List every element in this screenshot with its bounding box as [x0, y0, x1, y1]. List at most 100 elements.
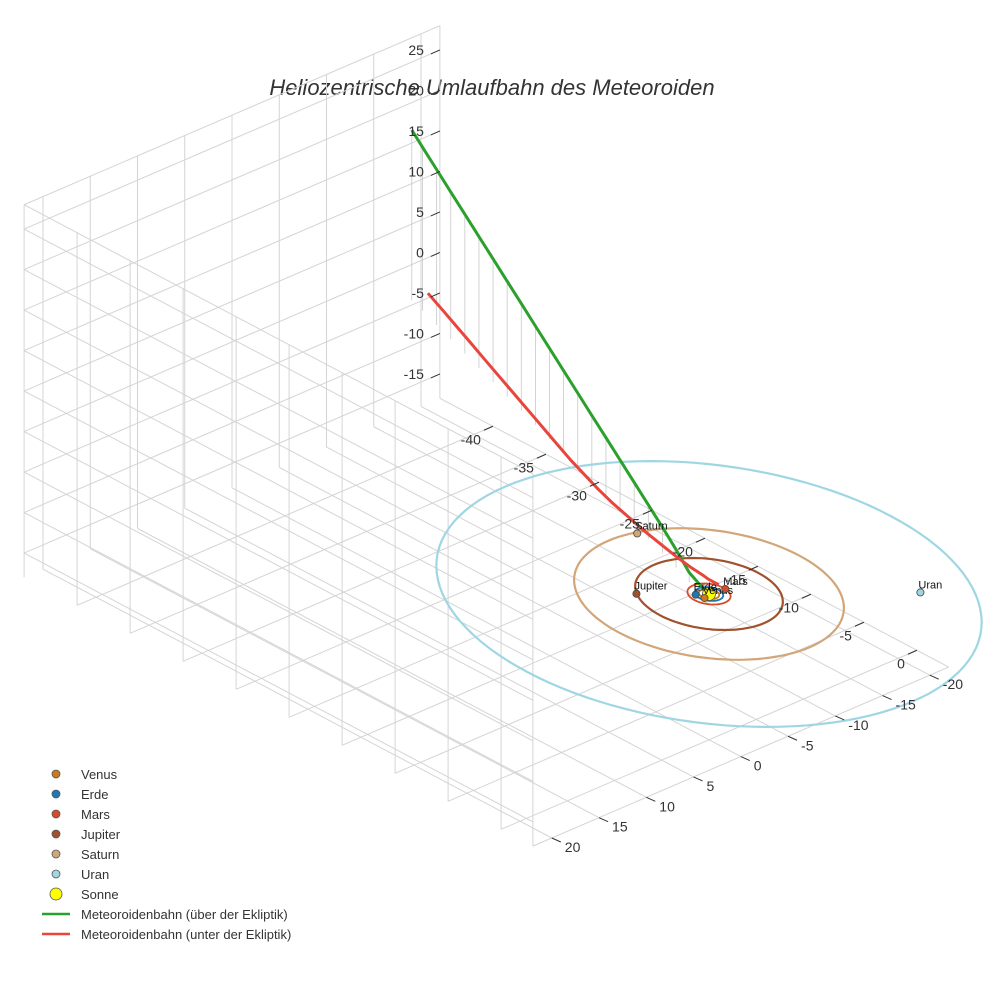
planet-orbits — [435, 459, 983, 729]
z-tick-mark — [430, 333, 441, 338]
grid-layer — [23, 25, 949, 847]
x-tick-label: -40 — [461, 431, 481, 447]
backwall-gridline-z — [23, 350, 534, 620]
legend-swatch-marker — [51, 809, 61, 819]
x-tick-label: -25 — [620, 515, 640, 531]
z-tick-label: 25 — [408, 42, 424, 58]
legend-entry-label: Erde — [81, 787, 108, 802]
x-tick-mark — [536, 453, 547, 459]
sidewall-gridline-z — [23, 90, 441, 270]
backwall-gridline-z — [23, 512, 534, 782]
orbit-saturn — [572, 527, 846, 661]
x-tick-mark — [589, 481, 600, 487]
z-tick-label: -15 — [404, 366, 424, 382]
z-tick-label: 0 — [416, 244, 424, 260]
legend-entry-label: Uran — [81, 867, 109, 882]
floor-gridline-y — [420, 405, 931, 676]
y-tick-mark — [598, 817, 609, 823]
z-tick-mark — [430, 49, 441, 55]
y-tick-mark — [693, 776, 703, 782]
floor-gridline-y — [231, 487, 742, 758]
z-tick-label: 20 — [408, 82, 424, 98]
planet-marker-mars — [721, 585, 730, 594]
backwall-gridline-z — [23, 390, 534, 661]
x-tick-mark — [854, 621, 865, 627]
z-tick-label: 10 — [408, 163, 424, 179]
y-tick-mark — [740, 756, 751, 762]
x-tick-label: -10 — [779, 599, 799, 615]
legend-entry-label: Saturn — [81, 847, 119, 862]
backwall-gridline-z — [23, 552, 534, 823]
x-tick-label: -20 — [673, 543, 693, 559]
y-tick-label: -20 — [943, 676, 963, 692]
x-tick-mark — [483, 425, 494, 431]
y-tick-mark — [929, 674, 940, 680]
legend-entry-label: Meteoroidenbahn (über der Ekliptik) — [81, 907, 288, 922]
legend-swatch-marker — [49, 887, 63, 901]
sidewall-gridline-z — [23, 373, 441, 554]
legend-entry-label: Sonne — [81, 887, 119, 902]
x-tick-mark — [907, 649, 918, 655]
z-tick-label: -5 — [411, 285, 424, 301]
planet-label-mars: Mars — [723, 576, 748, 588]
sidewall-gridline-z — [23, 333, 441, 513]
y-tick-mark — [882, 695, 892, 701]
z-tick-label: -10 — [404, 325, 424, 341]
y-tick-label: -10 — [848, 717, 868, 733]
planet-label-saturn: Saturn — [635, 520, 667, 532]
z-tick-mark — [430, 130, 441, 136]
planet-marker-uran — [916, 588, 925, 597]
floor-gridline-y — [279, 467, 789, 737]
x-tick-label: -15 — [726, 571, 746, 587]
y-tick-label: 0 — [754, 758, 762, 774]
y-tick-label: 20 — [565, 839, 581, 855]
legend-entry-label: Venus — [81, 767, 118, 782]
pane-border — [23, 204, 534, 474]
x-tick-mark — [642, 509, 653, 515]
sidewall-gridline-z — [23, 49, 441, 230]
legend-swatch-marker — [51, 849, 61, 859]
drop-lines — [411, 130, 690, 583]
legend-entry-label: Mars — [81, 807, 110, 822]
floor-gridline-y — [184, 507, 694, 778]
x-tick-label: -5 — [839, 627, 852, 643]
planet-marker-saturn — [633, 529, 642, 538]
planet-label-jupiter: Jupiter — [634, 581, 667, 593]
planet-marker-erde — [691, 590, 700, 599]
sidewall-gridline-z — [23, 130, 441, 311]
z-tick-mark — [430, 171, 441, 176]
sidewall-gridline-z — [23, 171, 441, 351]
x-tick-label: -35 — [514, 459, 534, 475]
y-tick-mark — [835, 715, 845, 721]
z-tick-mark — [430, 90, 441, 95]
backwall-gridline-z — [23, 309, 534, 580]
z-tick-mark — [430, 292, 441, 298]
y-tick-label: 15 — [612, 819, 628, 835]
chart-title: Heliozentrische Umlaufbahn des Meteoroid… — [269, 75, 714, 100]
x-tick-mark — [801, 593, 812, 599]
legend: Venus Erde Mars Jupiter Saturn Uran Sonne Meteo… — [42, 767, 291, 942]
z-tick-mark — [430, 211, 441, 217]
floor-gridline-y — [90, 548, 600, 819]
floor-gridline-y — [326, 446, 836, 717]
legend-swatch-marker — [51, 869, 61, 879]
orbit-uran — [435, 459, 983, 729]
planet-marker-venus — [700, 593, 709, 602]
legend-entry-label: Jupiter — [81, 827, 121, 842]
y-tick-label: 10 — [659, 798, 675, 814]
orbit-jupiter — [634, 556, 784, 632]
pane-border — [23, 25, 441, 206]
backwall-gridline-z — [23, 228, 534, 499]
sidewall-gridline-z — [23, 292, 441, 473]
legend-swatch-marker — [51, 789, 61, 799]
y-tick-mark — [787, 735, 798, 741]
y-tick-label: -15 — [896, 697, 916, 713]
legend-swatch-marker — [51, 769, 61, 779]
meteoroid-path-below — [426, 292, 720, 587]
planet-label-erde: Erde — [694, 582, 717, 594]
meteoroid-paths — [410, 129, 720, 599]
z-tick-mark — [430, 252, 441, 257]
sidewall-gridline-z — [23, 252, 441, 432]
